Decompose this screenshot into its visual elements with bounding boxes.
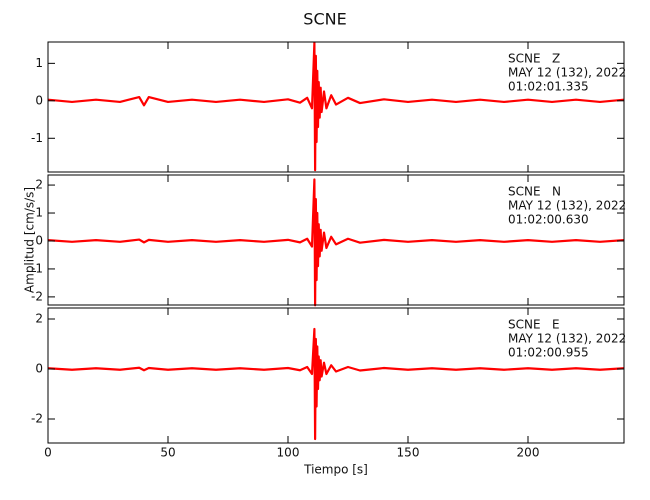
station-annotation: 01:02:00.955 xyxy=(508,346,589,360)
station-annotation: MAY 12 (132), 2022 xyxy=(508,66,626,80)
waveform xyxy=(47,327,625,441)
y-tick-label: 0 xyxy=(35,233,43,247)
panel-frame xyxy=(47,41,625,173)
station-annotation: SCNE E xyxy=(508,318,560,332)
x-tick-label: 200 xyxy=(517,446,540,460)
y-tick-label: 2 xyxy=(35,178,43,192)
waveform xyxy=(47,41,625,172)
y-tick-label: -2 xyxy=(31,289,43,303)
station-annotation: SCNE N xyxy=(508,185,561,199)
y-axis-label: Amplitud [cm/s/s] xyxy=(23,187,37,293)
y-tick-label: -1 xyxy=(31,261,43,275)
station-annotation: 01:02:00.630 xyxy=(508,213,589,227)
y-tick-label: 0 xyxy=(35,362,43,376)
y-tick-label: 1 xyxy=(35,206,43,220)
station-annotation: MAY 12 (132), 2022 xyxy=(508,332,626,346)
y-tick-label: -1 xyxy=(31,131,43,145)
waveform xyxy=(47,178,625,307)
y-tick-label: 1 xyxy=(35,56,43,70)
y-tick-label: -2 xyxy=(31,412,43,426)
station-annotation: SCNE Z xyxy=(508,52,560,66)
x-tick-label: 150 xyxy=(397,446,420,460)
panel-frame xyxy=(47,307,625,444)
x-tick-label: 0 xyxy=(44,446,52,460)
y-tick-label: 0 xyxy=(35,93,43,107)
station-annotation: MAY 12 (132), 2022 xyxy=(508,199,626,213)
y-tick-label: 2 xyxy=(35,312,43,326)
x-tick-label: 50 xyxy=(160,446,175,460)
x-axis-label: Tiempo [s] xyxy=(303,463,368,477)
panel-frame xyxy=(47,174,625,306)
x-tick-label: 100 xyxy=(277,446,300,460)
station-annotation: 01:02:01.335 xyxy=(508,80,589,94)
chart-title: SCNE xyxy=(303,10,346,29)
